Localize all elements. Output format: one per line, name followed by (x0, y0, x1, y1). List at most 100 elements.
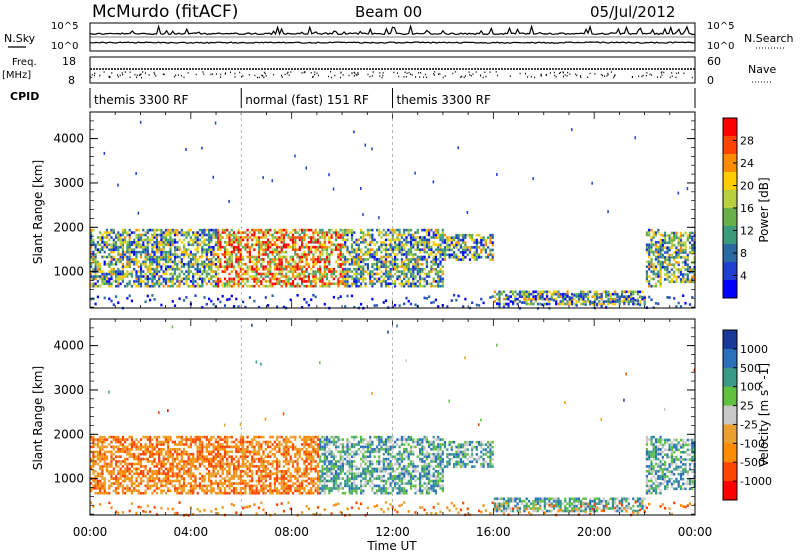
heat-cell (328, 270, 331, 273)
heat-cell (194, 236, 197, 239)
heat-cell (602, 302, 605, 306)
heat-cell (312, 277, 315, 281)
heat-cell (409, 258, 413, 261)
heat-cell (244, 491, 247, 495)
heat-cell (232, 282, 236, 286)
heat-cell (419, 270, 422, 273)
heat-cell (205, 282, 208, 286)
heat-cell (262, 231, 265, 234)
heat-cell (611, 292, 614, 296)
heat-cell (115, 260, 118, 264)
heat-cell (167, 241, 170, 244)
heat-cell (246, 448, 249, 451)
heat-cell (99, 445, 102, 449)
heat-cell (525, 295, 528, 298)
heat-cell (350, 270, 354, 273)
heat-cell (303, 272, 306, 276)
heat-cell (670, 236, 673, 240)
noise-cell (264, 417, 267, 421)
heat-cell (253, 275, 256, 278)
heat-cell (509, 295, 512, 298)
heat-cell (228, 263, 231, 266)
heat-cell (305, 255, 308, 259)
heat-cell (92, 255, 95, 259)
heat-cell (183, 299, 186, 302)
heat-cell (282, 440, 285, 444)
heat-cell (178, 267, 181, 271)
heat-cell (135, 253, 138, 256)
heat-cell (201, 445, 204, 449)
heat-cell (226, 440, 229, 444)
heat-cell (162, 253, 165, 256)
heat-cell (280, 245, 283, 249)
heat-cell (185, 462, 188, 466)
heat-cell (253, 284, 256, 288)
heat-cell (536, 290, 540, 294)
heat-cell (482, 246, 485, 249)
heat-cell (371, 275, 374, 278)
heat-cell (310, 248, 313, 251)
heat-cell (257, 506, 261, 510)
heat-cell (149, 443, 152, 446)
heat-cell (437, 270, 440, 273)
heat-cell (546, 295, 549, 298)
heat-cell (217, 448, 220, 451)
heat-cell (244, 489, 247, 493)
heat-cell (130, 270, 133, 273)
heat-cell (117, 236, 120, 239)
heat-cell (217, 265, 220, 268)
heat-cell (242, 445, 245, 449)
heat-cell (164, 474, 168, 478)
heat-cell (187, 489, 190, 493)
heat-cell (121, 270, 124, 273)
heat-cell (219, 263, 222, 266)
heat-cell (96, 457, 99, 461)
heat-cell (618, 295, 621, 299)
heat-cell (593, 295, 596, 298)
heat-cell (212, 435, 215, 439)
heat-cell (373, 263, 376, 266)
heat-cell (439, 263, 442, 266)
heat-cell (285, 460, 288, 463)
heat-cell (171, 465, 174, 468)
heat-cell (232, 491, 236, 495)
heat-cell (303, 233, 306, 237)
heat-cell (280, 502, 283, 505)
heat-cell (176, 465, 179, 468)
heat-cell (210, 258, 213, 261)
heat-cell (214, 482, 217, 485)
heat-cell (121, 231, 124, 234)
heat-cell (384, 282, 388, 286)
heat-cell (153, 445, 156, 449)
heat-cell (223, 487, 227, 490)
heat-cell (90, 457, 93, 461)
heat-cell (94, 272, 97, 276)
heat-cell (176, 474, 179, 478)
heat-cell (201, 440, 204, 444)
heat-cell (96, 236, 99, 239)
heat-cell (355, 270, 358, 273)
heat-cell (319, 236, 322, 239)
heat-cell (269, 263, 272, 266)
heat-cell (475, 248, 478, 252)
heat-cell (532, 302, 535, 306)
heat-cell (124, 238, 127, 242)
heat-cell (137, 282, 140, 286)
heat-cell (183, 462, 186, 466)
heat-cell (666, 256, 669, 259)
heat-cell (414, 277, 417, 281)
heat-cell (532, 290, 535, 294)
heat-cell (609, 297, 612, 301)
heat-cell (235, 470, 238, 473)
heat-cell (158, 472, 161, 475)
heat-cell (130, 484, 133, 488)
heat-cell (380, 258, 383, 261)
heat-cell (226, 462, 229, 466)
noise-cell (591, 181, 593, 185)
heat-cell (301, 277, 304, 281)
heat-cell (149, 255, 152, 259)
heat-cell (137, 452, 140, 456)
heat-cell (244, 248, 247, 251)
heat-cell (228, 258, 231, 261)
heat-cell (101, 245, 104, 249)
